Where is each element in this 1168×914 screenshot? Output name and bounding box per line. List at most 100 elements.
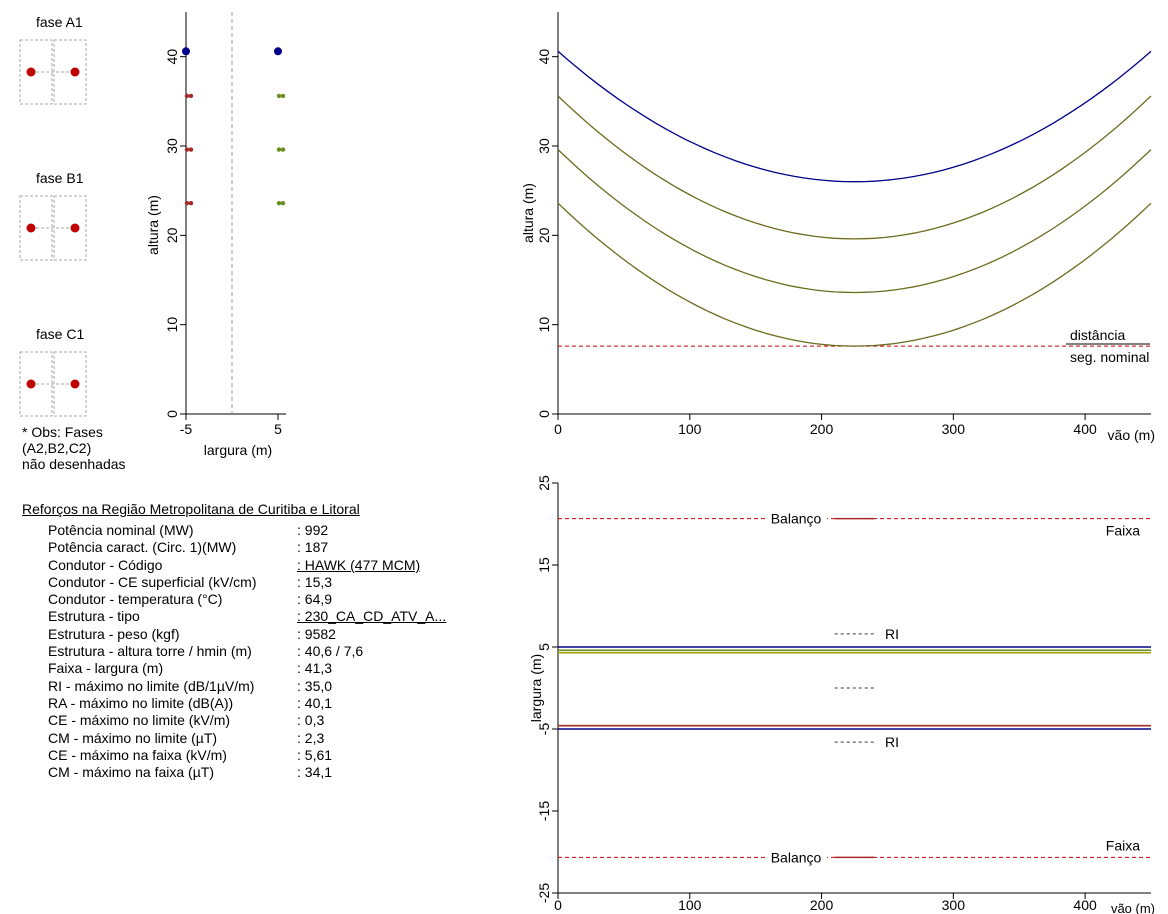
x-axis-label: vão (m) [1111,901,1155,914]
x-tick-label: 100 [678,897,702,913]
phase-label-a1: fase A1 [36,14,83,30]
phases-note-line: * Obs: Fases [22,424,103,440]
property-value: : 41,3 [297,660,333,677]
property-value: : 5,61 [297,746,333,763]
plan-view-chart: -25 -15 -5 5 15 25 0 100 200 300 400 largura (m) vão… [528,475,1155,914]
phases-note-line: não desenhadas [22,456,126,472]
phase-box [19,39,53,105]
y-tick-label: -5 [536,723,552,736]
balanco-label-bg [765,849,827,866]
conductor-point [276,200,282,206]
phase-box [19,195,53,261]
property-value: : 64,9 [297,591,333,608]
property-value-link[interactable]: : 230_CA_CD_ATV_A... [297,608,447,625]
ri-label: RI [885,626,899,642]
property-label: Estrutura - tipo [48,608,140,625]
conductor-point [188,200,194,206]
property-value: : 9582 [297,625,336,642]
property-label: CE - máximo no limite (kV/m) [48,712,231,729]
y-tick-label: 0 [164,410,180,418]
property-value: : 187 [297,539,329,556]
property-label: Estrutura - altura torre / hmin (m) [48,643,252,660]
phase-conductor [70,379,80,389]
property-label: Potência nominal (MW) [48,522,194,538]
ground-wire-point [182,47,190,56]
phase-box [19,351,53,417]
conductor-point [184,93,190,99]
property-label: Faixa - largura (m) [48,660,164,677]
y-tick-label: 0 [536,410,552,418]
properties-title: Reforços na Região Metropolitana de Curi… [22,501,360,517]
x-tick-label: 200 [810,897,834,913]
conductor-point [280,93,286,99]
property-value: : 0,3 [297,712,325,729]
phase-label-b1: fase B1 [36,170,84,186]
conductor-point [276,93,282,99]
property-label: Condutor - temperatura (°C) [48,591,223,608]
property-label: Estrutura - peso (kgf) [48,625,180,642]
property-label: CM - máximo na faixa (µT) [48,764,214,781]
x-tick-label: 400 [1073,897,1097,913]
property-value: : 40,1 [297,694,333,711]
y-axis-label: largura (m) [528,654,544,722]
x-tick-label: 5 [274,421,282,437]
y-tick-label: 25 [536,475,552,491]
phase-conductor [26,223,36,233]
balanco-label: Balanço [771,849,822,865]
conductor-point [188,93,194,99]
conductor-sag-curve [557,50,1152,183]
phase-diagram [19,39,87,105]
y-axis-label: altura (m) [145,195,161,255]
x-tick-label: 0 [554,421,562,437]
y-tick-label: -15 [536,801,552,821]
x-tick-label: 100 [678,421,702,437]
x-axis-label: largura (m) [204,442,272,458]
faixa-label: Faixa [1106,523,1140,539]
property-label: CE - máximo na faixa (kV/m) [48,746,227,763]
phases-note-line: (A2,B2,C2) [22,440,92,456]
y-tick-label: 10 [536,317,552,333]
phase-conductor [26,379,36,389]
property-value: : 15,3 [297,573,333,590]
property-value: : 40,6 / 7,6 [297,643,364,660]
tower-chart: 0 10 20 30 40 -5 5 altura (m) largura (m) [145,12,286,458]
property-value-link[interactable]: : HAWK (477 MCM) [297,556,421,573]
y-tick-label: 5 [536,643,552,651]
x-tick-label: 400 [1073,421,1097,437]
y-tick-label: -25 [536,883,552,903]
phase-conductor [70,223,80,233]
conductor-point [184,147,190,152]
y-tick-label: 40 [536,49,552,65]
conductor-point [280,147,286,152]
x-axis-label: vão (m) [1108,427,1155,443]
y-tick-label: 15 [536,557,552,573]
faixa-label: Faixa [1106,837,1140,853]
property-label: Condutor - Código [48,556,163,573]
safety-distance-label: seg. nominal [1070,349,1149,365]
phase-conductor [70,67,80,77]
conductor-point [184,200,190,206]
conductor-sag-curve [557,202,1152,347]
ground-wire-point [274,47,282,56]
balanco-label-bg [765,510,827,527]
conductor-point [188,147,194,152]
property-value: : 34,1 [297,764,333,781]
safety-distance-label: distância [1070,327,1125,343]
y-axis-label: altura (m) [520,183,536,243]
property-value: : 992 [297,522,329,538]
x-tick-label: 300 [942,897,966,913]
phase-label-c1: fase C1 [36,326,85,342]
property-label: RI - máximo no limite (dB/1µV/m) [48,677,255,694]
y-tick-label: 10 [164,317,180,333]
phase-diagram [19,195,87,261]
x-tick-label: -5 [180,421,193,437]
conductor-sag-curve [557,149,1152,294]
property-label: CM - máximo no limite (µT) [48,729,218,746]
y-tick-label: 20 [536,227,552,243]
conductor-point [276,147,282,152]
phases-note: * Obs: Fases (A2,B2,C2) não desenhadas [22,424,126,472]
phase-conductor [26,67,36,77]
